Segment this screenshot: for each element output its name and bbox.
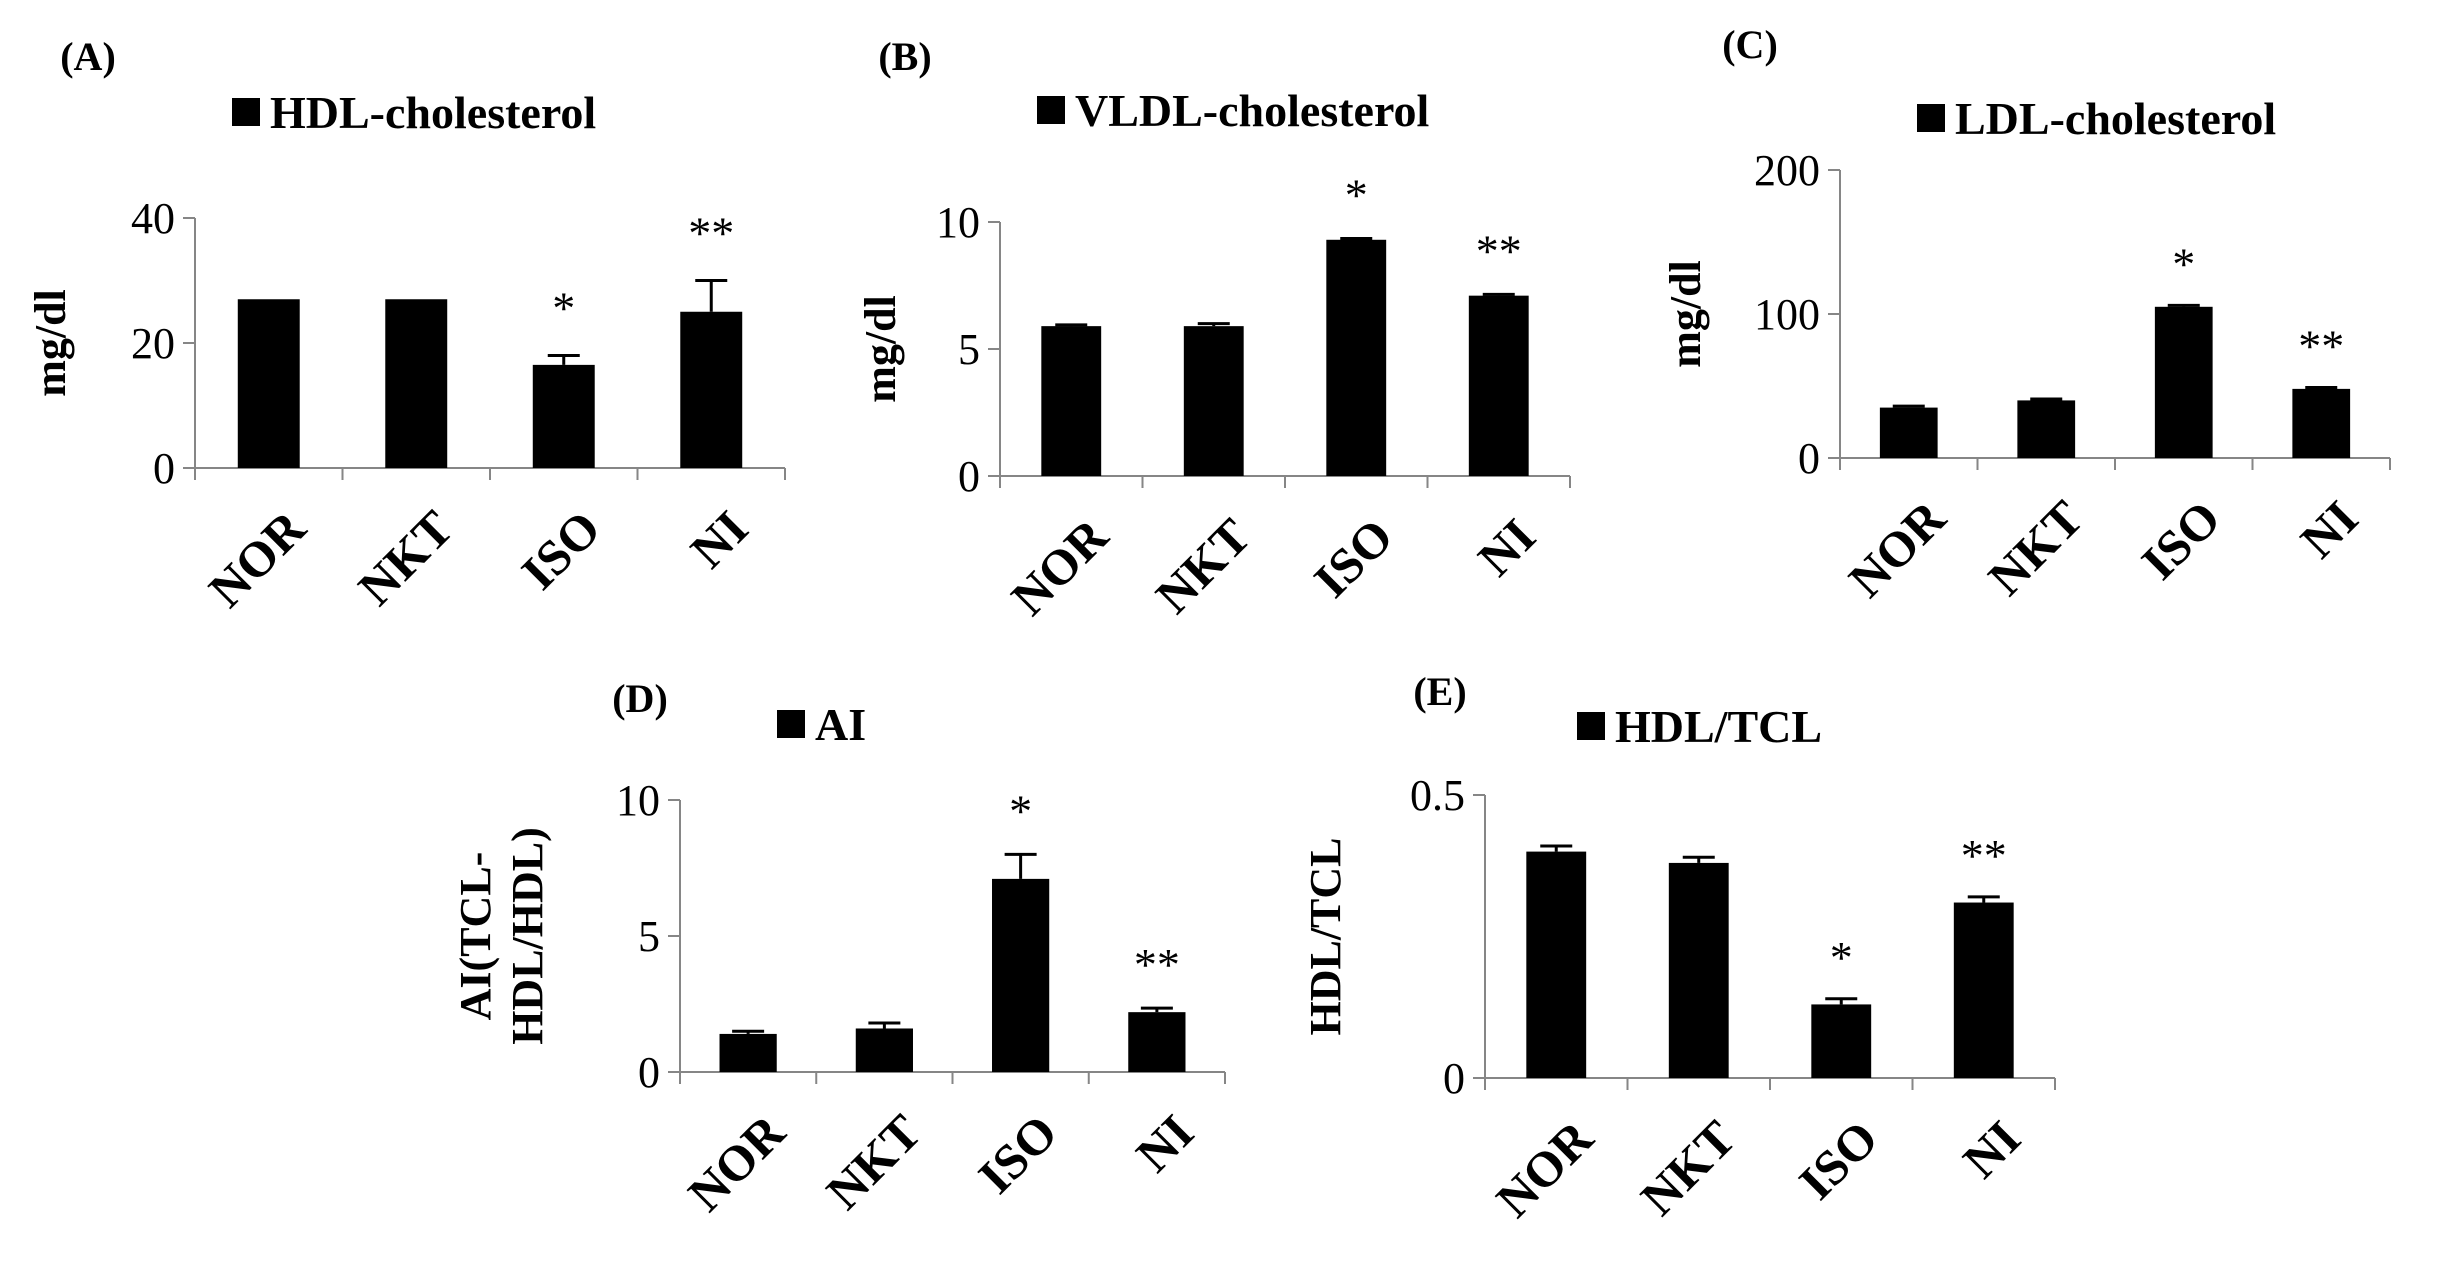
y-axis-label: mg/dl	[1661, 260, 1710, 368]
y-tick-label: 10	[936, 198, 980, 247]
y-tick-label: 0	[958, 452, 980, 501]
significance-marker: **	[1961, 830, 2007, 881]
y-tick-label: 0	[1443, 1054, 1465, 1103]
chart-title: VLDL-cholesterol	[1075, 85, 1429, 136]
legend-swatch	[1037, 96, 1065, 124]
bar-iso	[992, 878, 1050, 1072]
category-label-nkt: NKT	[1145, 508, 1261, 624]
category-label-ni: NI	[2290, 490, 2369, 569]
bar-nkt	[1183, 326, 1244, 476]
chart-title: HDL/TCL	[1615, 701, 1822, 752]
significance-marker: *	[1830, 932, 1853, 983]
bar-ni	[1468, 295, 1529, 476]
bar-nor	[719, 1033, 777, 1072]
chart-title: HDL-cholesterol	[270, 87, 596, 138]
bar-ni	[2292, 388, 2351, 458]
category-label-nor: NOR	[198, 499, 317, 618]
category-label-iso: ISO	[1303, 508, 1404, 609]
bar-nor	[237, 299, 300, 468]
y-tick-label: 0	[638, 1048, 660, 1097]
chart-title-group: HDL/TCL	[1577, 701, 1822, 752]
chart-panel-a: (A) HDL-cholesterol mg/dl 0 20 40 NOR NKT * ISO **…	[26, 34, 786, 618]
category-label-ni: NI	[1125, 1104, 1204, 1183]
category-label-nkt: NKT	[815, 1104, 931, 1220]
y-axis-label: HDL/TCL	[1301, 837, 1350, 1035]
category-label-nor: NOR	[1485, 1109, 1604, 1228]
category-label-nkt: NKT	[1630, 1110, 1746, 1226]
chart-title-group: LDL-cholesterol	[1917, 93, 2276, 144]
y-tick-label: 20	[131, 319, 175, 368]
y-tick-label: 40	[131, 194, 175, 243]
panel-label: (D)	[612, 676, 668, 721]
bar-nor	[1526, 851, 1587, 1078]
y-tick-label: 0	[153, 444, 175, 493]
bar-ni	[1953, 902, 2014, 1078]
significance-marker: **	[688, 208, 734, 259]
bar-nkt	[855, 1028, 913, 1072]
bar-iso	[1326, 239, 1387, 476]
y-tick-label: 200	[1754, 146, 1820, 195]
significance-marker: **	[1134, 939, 1180, 990]
chart-panel-e: (E) HDL/TCL HDL/TCL 0 0.5 NOR NKT * ISO ** NI	[1301, 669, 2056, 1228]
legend-swatch	[777, 710, 805, 738]
y-tick-label: 5	[638, 912, 660, 961]
category-label-iso: ISO	[1788, 1110, 1889, 1211]
panel-label: (B)	[878, 34, 931, 79]
bar-iso	[532, 364, 595, 468]
legend-swatch	[1917, 104, 1945, 132]
y-tick-label: 5	[958, 325, 980, 374]
chart-title: AI	[815, 699, 866, 750]
chart-title: LDL-cholesterol	[1955, 93, 2276, 144]
y-tick-label: 100	[1754, 290, 1820, 339]
category-label-ni: NI	[1467, 508, 1546, 587]
y-tick-label: 0	[1798, 434, 1820, 483]
chart-panel-c: (C) LDL-cholesterol mg/dl 0 100 200 NOR NKT * ISO…	[1661, 22, 2391, 608]
significance-marker: *	[552, 283, 575, 334]
bar-iso	[1811, 1004, 1872, 1078]
legend-swatch	[1577, 712, 1605, 740]
category-label-ni: NI	[680, 500, 759, 579]
bar-nkt	[1668, 862, 1729, 1078]
y-axis-label: mg/dl	[856, 295, 905, 403]
chart-title-group: AI	[777, 699, 866, 750]
category-label-ni: NI	[1952, 1110, 2031, 1189]
significance-marker: **	[2298, 320, 2344, 371]
bar-nkt	[385, 299, 448, 468]
category-label-iso: ISO	[2130, 490, 2231, 591]
category-label-iso: ISO	[967, 1104, 1068, 1205]
panel-label: (A)	[60, 34, 116, 79]
significance-marker: *	[2172, 238, 2195, 289]
chart-title-group: VLDL-cholesterol	[1037, 85, 1429, 136]
bar-ni	[680, 311, 743, 468]
bar-nor	[1041, 326, 1102, 476]
chart-title-group: HDL-cholesterol	[232, 87, 596, 138]
panel-label: (E)	[1413, 669, 1466, 714]
panel-label: (C)	[1722, 22, 1778, 67]
y-axis-label: mg/dl	[26, 289, 75, 397]
significance-marker: *	[1009, 785, 1032, 836]
category-label-nor: NOR	[1000, 507, 1119, 626]
chart-panel-b: (B) VLDL-cholesterol mg/dl 0 5 10 NOR NKT * ISO **…	[856, 34, 1571, 626]
y-axis-label: HDL/HDL)	[503, 827, 552, 1045]
category-label-nkt: NKT	[1977, 490, 2093, 606]
bar-ni	[1128, 1012, 1186, 1072]
chart-panel-d: (D) AI AI(TCL- HDL/HDL) 0 5 10 NOR NKT * ISO ** NI	[451, 676, 1226, 1222]
category-label-nkt: NKT	[347, 500, 463, 616]
category-label-nor: NOR	[677, 1103, 796, 1222]
category-label-iso: ISO	[510, 500, 611, 601]
y-axis-label: AI(TCL-	[451, 852, 500, 1021]
bar-nkt	[2017, 400, 2076, 458]
legend-swatch	[232, 98, 260, 126]
y-tick-label: 10	[616, 776, 660, 825]
bar-iso	[2154, 306, 2213, 458]
y-tick-label: 0.5	[1410, 771, 1465, 820]
significance-marker: *	[1345, 170, 1368, 221]
category-label-nor: NOR	[1838, 489, 1957, 608]
bar-nor	[1879, 407, 1938, 458]
significance-marker: **	[1476, 225, 1522, 276]
